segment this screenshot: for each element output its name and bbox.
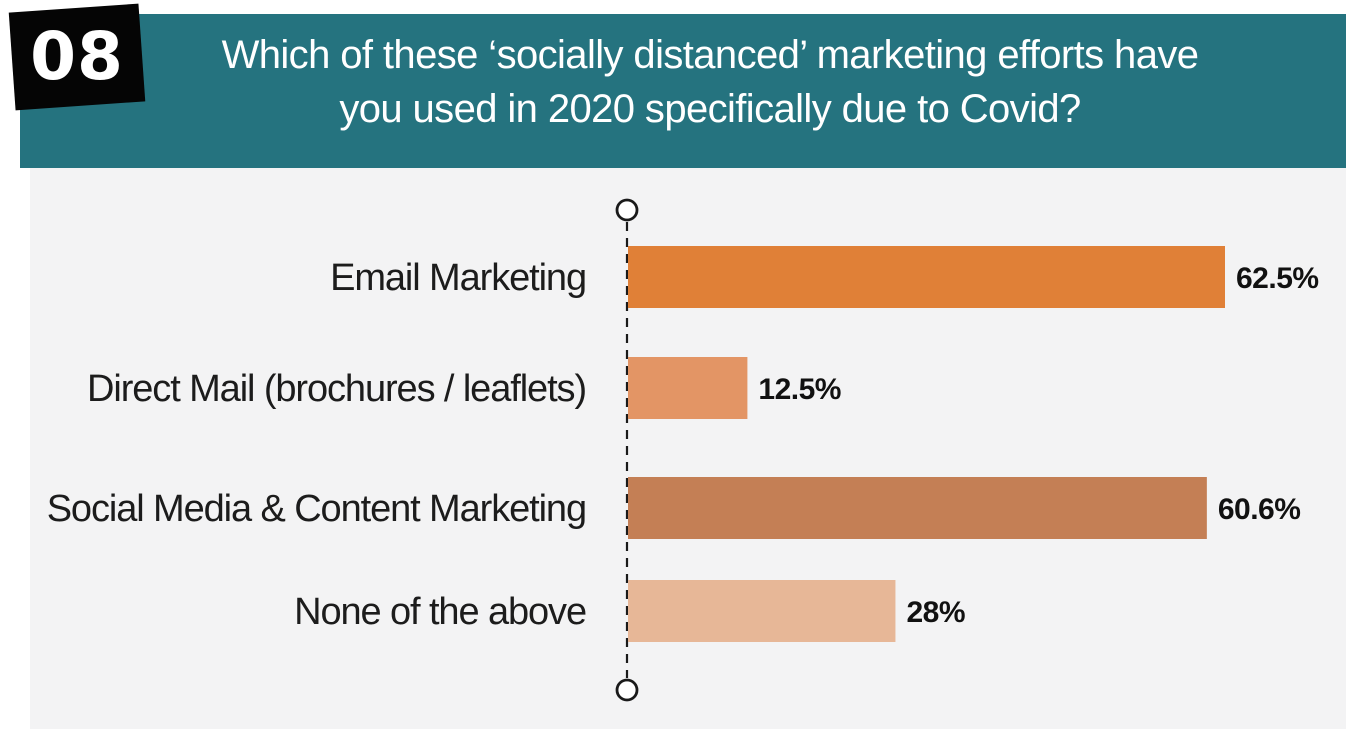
category-label-4: None of the above xyxy=(294,591,586,633)
axis-start-marker xyxy=(615,198,639,222)
header-banner xyxy=(20,14,1346,168)
bar-4 xyxy=(628,580,896,642)
chart-title-line-2: you used in 2020 specifically due to Cov… xyxy=(339,87,1081,131)
bar-2 xyxy=(628,357,748,419)
question-number: 08 xyxy=(30,18,124,95)
bar-1 xyxy=(628,246,1225,308)
value-label-1: 62.5% xyxy=(1236,262,1319,295)
chart-title: Which of these ‘socially distanced’ mark… xyxy=(150,28,1270,136)
category-label-3: Social Media & Content Marketing xyxy=(47,488,586,530)
chart-title-line-1: Which of these ‘socially distanced’ mark… xyxy=(221,33,1199,77)
axis-end-marker xyxy=(615,678,639,702)
bars-group: Email Marketing 62.5% Direct Mail (brochur… xyxy=(47,246,1319,642)
category-label-1: Email Marketing xyxy=(330,257,586,299)
value-label-4: 28% xyxy=(906,596,965,629)
question-number-badge: 08 xyxy=(8,3,146,111)
value-label-2: 12.5% xyxy=(758,373,841,406)
category-label-2: Direct Mail (brochures / leaflets) xyxy=(87,368,586,410)
value-label-3: 60.6% xyxy=(1218,493,1301,526)
bar-3 xyxy=(628,477,1207,539)
